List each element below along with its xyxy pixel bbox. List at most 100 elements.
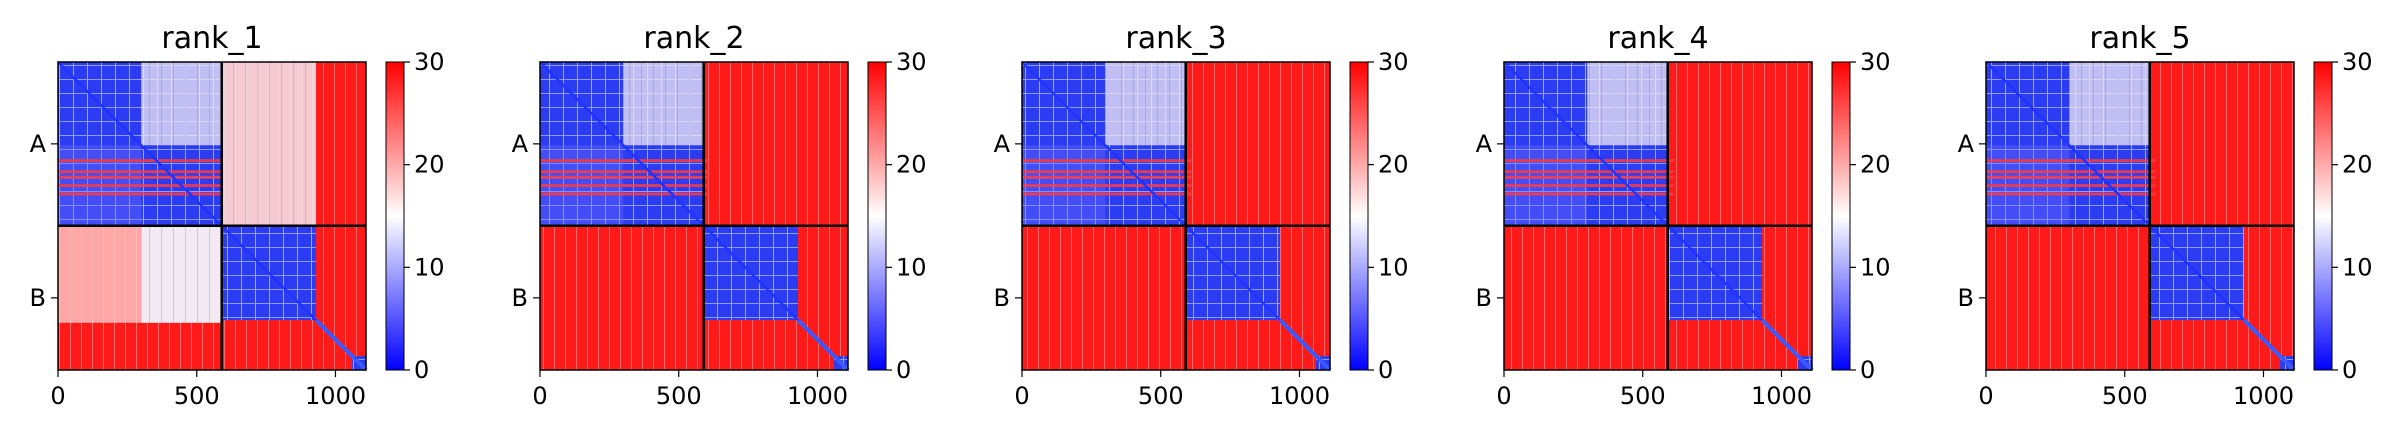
stripe-1 [1504,159,1674,163]
panel-title: rank_5 [2089,21,2190,56]
stripe-3 [540,175,710,179]
stripe-1 [540,159,710,163]
stripe-1 [58,159,228,163]
stripe-2 [540,170,710,174]
colorbar-tick-label: 20 [2342,151,2373,179]
y-tick-label: A [1958,130,1975,158]
x-tick-label: 1000 [1751,382,1812,410]
colorbar-tick-label: 10 [1378,253,1409,281]
colorbar-tick-label: 30 [2342,48,2373,76]
stripe-3 [58,175,228,179]
colorbar-tick-label: 20 [414,151,445,179]
block-B-A-mixed [141,225,222,323]
diagonal [57,61,317,321]
diagonal-tail [314,318,368,372]
block-A-A-light [1105,62,1186,146]
x-tick-label: 500 [1138,382,1184,410]
x-tick-label: 0 [1014,382,1029,410]
axes-frame [1503,61,1813,371]
heatmap-panel-2: rank_2 A B 0 500 1000 0 10 20 30 [512,21,927,410]
panel-title: rank_3 [1125,21,1226,56]
axes-frame [1021,61,1331,371]
colorbar-tick-label: 0 [1860,356,1875,384]
diagonal [539,61,799,321]
x-tick-label: 1000 [787,382,848,410]
diagonal [1021,61,1281,321]
axes-frame [57,61,367,371]
x-tick-label: 1000 [2233,382,2294,410]
y-tick-label: A [30,130,47,158]
colorbar-tick-label: 0 [2342,356,2357,384]
colorbar-tick-label: 20 [1860,151,1891,179]
y-tick-label: B [512,284,528,312]
colorbar [2313,61,2333,371]
x-tick-label: 0 [1978,382,1993,410]
y-tick-label: B [994,284,1010,312]
diagonal-tail [796,318,850,372]
colorbar-tick-label: 30 [414,48,445,76]
stripe-4 [540,184,710,188]
heatmap-panel-5: rank_5 A B 0 500 1000 0 10 20 30 [1958,21,2373,410]
stripe-2 [1022,170,1192,174]
panel-title: rank_4 [1607,21,1708,56]
y-tick-label: A [994,130,1011,158]
x-tick-label: 0 [50,382,65,410]
stripe-4 [1504,184,1674,188]
stripe-3 [1986,175,2156,179]
stripe-5 [1022,192,1192,196]
y-tick-label: B [30,284,46,312]
colorbar-tick-label: 0 [414,356,429,384]
x-tick-label: 0 [532,382,547,410]
block-A-A-light [623,62,704,146]
x-tick-label: 500 [2102,382,2148,410]
axes-frame [539,61,849,371]
y-tick-label: B [1958,284,1974,312]
x-tick-label: 500 [1620,382,1666,410]
colorbar-tick-label: 0 [896,356,911,384]
x-tick-label: 0 [1496,382,1511,410]
stripe-5 [58,192,228,196]
block-B-A-light [58,225,142,323]
colorbar-tick-label: 30 [896,48,927,76]
heatmap-panel-3: rank_3 A B 0 500 1000 0 10 20 30 [994,21,1409,410]
colorbar-tick-label: 10 [896,253,927,281]
diagonal-tail [2242,318,2296,372]
colorbar-tick-label: 20 [1378,151,1409,179]
heatmap-panel-1: rank_1 A B 0 500 1000 0 10 20 30 [30,21,445,410]
stripe-4 [58,184,228,188]
block-A-A-light [1587,62,1668,146]
colorbar [867,61,887,371]
colorbar-tick-label: 10 [2342,253,2373,281]
y-tick-label: A [1476,130,1493,158]
block-A-B-mixed [221,62,317,226]
stripe-4 [1986,184,2156,188]
heatmap-panel-4: rank_4 A B 0 500 1000 0 10 20 30 [1476,21,1891,410]
panel-title: rank_2 [643,21,744,56]
diagonal [1503,61,1763,321]
y-tick-label: B [1476,284,1492,312]
stripe-5 [1504,192,1674,196]
stripe-5 [540,192,710,196]
stripe-4 [1022,184,1192,188]
x-tick-label: 500 [656,382,702,410]
stripe-2 [1986,170,2156,174]
colorbar-tick-label: 30 [1860,48,1891,76]
diagonal-tail [1760,318,1814,372]
stripe-3 [1022,175,1192,179]
x-tick-label: 500 [174,382,220,410]
stripe-1 [1986,159,2156,163]
block-A-A-light [2069,62,2150,146]
stripe-3 [1504,175,1674,179]
colorbar [385,61,405,371]
colorbar-tick-label: 20 [896,151,927,179]
colorbar [1349,61,1369,371]
x-tick-label: 1000 [1269,382,1330,410]
x-tick-label: 1000 [305,382,366,410]
diagonal [1985,61,2245,321]
panel-title: rank_1 [161,21,262,56]
stripe-1 [1022,159,1192,163]
colorbar-tick-label: 0 [1378,356,1393,384]
y-tick-label: A [512,130,529,158]
stripe-5 [1986,192,2156,196]
